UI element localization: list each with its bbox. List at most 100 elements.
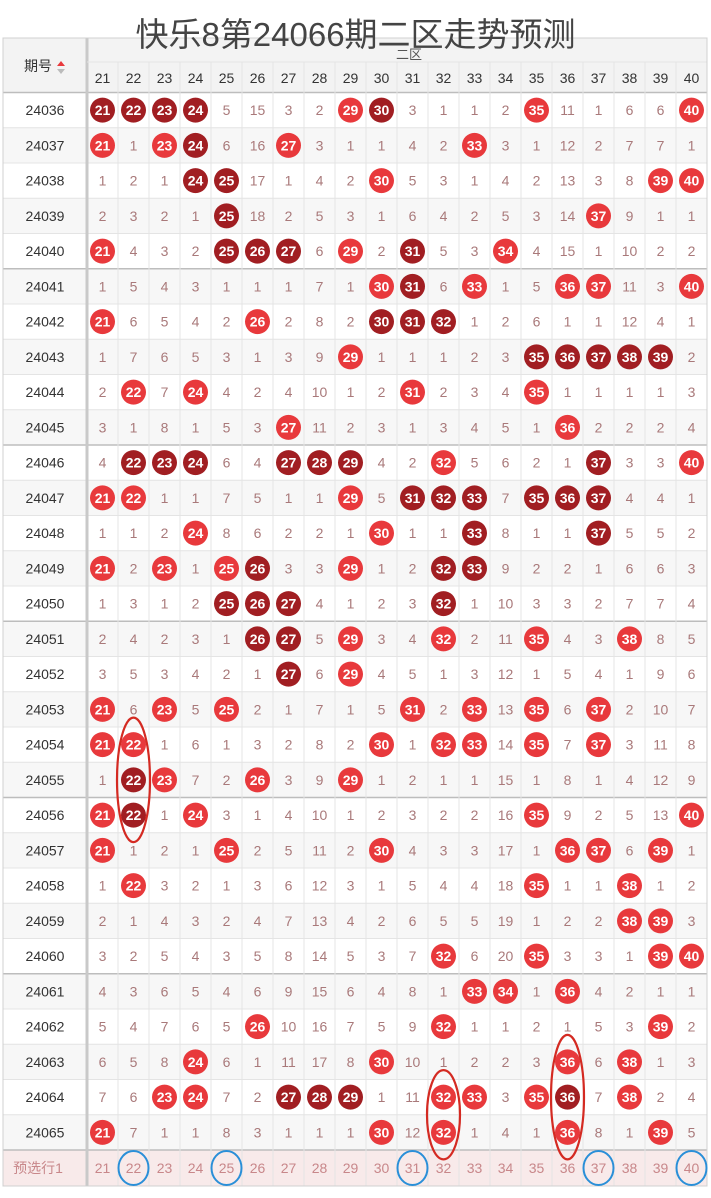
prediction-number: 36 xyxy=(560,1160,576,1176)
hit-ball xyxy=(462,132,487,158)
miss-count: 1 xyxy=(378,208,386,224)
miss-count: 1 xyxy=(192,208,200,224)
hit-ball xyxy=(400,273,425,299)
miss-count: 5 xyxy=(254,490,262,506)
miss-count: 1 xyxy=(657,878,665,894)
miss-count: 7 xyxy=(161,1019,169,1035)
miss-count: 1 xyxy=(564,384,572,400)
prediction-pick-circle xyxy=(675,1150,708,1186)
miss-count: 3 xyxy=(409,807,417,823)
miss-count: 1 xyxy=(533,137,541,153)
period-cell: 24047 xyxy=(26,490,65,506)
ball-number: 24 xyxy=(188,455,204,471)
ball-number: 32 xyxy=(436,737,452,753)
miss-count: 3 xyxy=(378,631,386,647)
miss-count: 17 xyxy=(498,842,514,858)
ball-number: 33 xyxy=(467,701,483,717)
miss-count: 7 xyxy=(502,490,510,506)
hit-ball xyxy=(586,273,611,299)
row-background xyxy=(3,1114,707,1150)
ball-number: 40 xyxy=(684,807,700,823)
column-header: 23 xyxy=(157,70,173,86)
period-cell: 24040 xyxy=(26,243,65,259)
miss-count: 1 xyxy=(347,596,355,612)
miss-count: 6 xyxy=(595,1054,603,1070)
ball-number: 30 xyxy=(374,1054,390,1070)
miss-count: 3 xyxy=(471,666,479,682)
miss-count: 2 xyxy=(440,807,448,823)
ball-number: 31 xyxy=(405,278,421,294)
hit-ball xyxy=(121,450,146,476)
miss-count: 1 xyxy=(471,596,479,612)
ball-number: 35 xyxy=(529,807,545,823)
ball-number: 23 xyxy=(157,455,173,471)
period-cell: 24057 xyxy=(26,842,65,858)
miss-count: 6 xyxy=(192,737,200,753)
period-cell: 24054 xyxy=(26,737,65,753)
ball-number: 32 xyxy=(436,1019,452,1035)
miss-count: 4 xyxy=(192,948,200,964)
prediction-number: 35 xyxy=(529,1160,545,1176)
prediction-pick-circle xyxy=(210,1150,243,1186)
miss-count: 10 xyxy=(622,243,638,259)
miss-count: 1 xyxy=(130,842,138,858)
miss-count: 5 xyxy=(130,1054,138,1070)
miss-count: 12 xyxy=(405,1124,421,1140)
miss-count: 3 xyxy=(502,1089,510,1105)
miss-count: 6 xyxy=(409,208,417,224)
miss-count: 2 xyxy=(533,560,541,576)
miss-count: 1 xyxy=(161,737,169,753)
miss-count: 3 xyxy=(533,596,541,612)
period-cell: 24037 xyxy=(26,137,65,153)
hit-ball xyxy=(214,555,239,581)
miss-count: 2 xyxy=(471,807,479,823)
miss-count: 1 xyxy=(564,314,572,330)
hit-ball xyxy=(90,132,115,158)
miss-count: 1 xyxy=(533,772,541,788)
miss-count: 4 xyxy=(409,137,417,153)
miss-count: 5 xyxy=(502,208,510,224)
miss-count: 1 xyxy=(99,173,107,189)
prediction-number: 27 xyxy=(281,1160,297,1176)
miss-count: 6 xyxy=(688,666,696,682)
miss-count: 3 xyxy=(192,913,200,929)
miss-count: 1 xyxy=(347,137,355,153)
hit-ball xyxy=(183,379,208,405)
miss-count: 3 xyxy=(223,349,231,365)
hit-ball xyxy=(431,1084,456,1110)
ball-number: 27 xyxy=(281,455,297,471)
miss-count: 4 xyxy=(440,878,448,894)
hit-ball xyxy=(586,520,611,546)
hit-ball xyxy=(276,414,301,440)
miss-count: 5 xyxy=(192,701,200,717)
miss-count: 7 xyxy=(130,1124,138,1140)
hit-ball xyxy=(524,873,549,899)
ball-number: 33 xyxy=(467,525,483,541)
period-cell: 24039 xyxy=(26,208,65,224)
ball-number: 33 xyxy=(467,490,483,506)
miss-count: 1 xyxy=(595,243,603,259)
miss-count: 1 xyxy=(626,1124,634,1140)
miss-count: 5 xyxy=(347,948,355,964)
miss-count: 1 xyxy=(471,102,479,118)
miss-count: 3 xyxy=(533,208,541,224)
ball-number: 26 xyxy=(250,314,266,330)
miss-count: 8 xyxy=(285,948,293,964)
miss-count: 2 xyxy=(657,1089,665,1105)
ball-number: 36 xyxy=(560,842,576,858)
miss-count: 1 xyxy=(285,173,293,189)
ball-number: 29 xyxy=(343,1089,359,1105)
hit-ball xyxy=(555,485,580,511)
miss-count: 3 xyxy=(595,948,603,964)
miss-count: 11 xyxy=(622,278,637,294)
column-header: 35 xyxy=(529,70,545,86)
miss-count: 2 xyxy=(657,243,665,259)
miss-count: 1 xyxy=(99,278,107,294)
hit-ball xyxy=(90,485,115,511)
miss-count: 6 xyxy=(316,243,324,259)
miss-count: 15 xyxy=(312,983,328,999)
ball-number: 33 xyxy=(467,278,483,294)
ball-number: 40 xyxy=(684,948,700,964)
miss-count: 1 xyxy=(192,560,200,576)
miss-count: 3 xyxy=(409,596,417,612)
